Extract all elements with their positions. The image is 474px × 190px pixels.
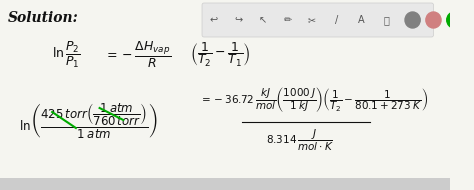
Text: ↩: ↩ [210,15,218,25]
Text: $\ln \dfrac{P_2}{P_1}$: $\ln \dfrac{P_2}{P_1}$ [52,40,81,70]
Text: $\ln \left( \dfrac{425\,torr\left(\dfrac{1\,atm}{760\,torr}\right)}{1\;atm} \rig: $\ln \left( \dfrac{425\,torr\left(\dfrac… [19,101,157,139]
Circle shape [447,12,462,28]
Text: $8.314\,\dfrac{J}{mol\cdot K}$: $8.314\,\dfrac{J}{mol\cdot K}$ [265,127,333,153]
Text: ✂: ✂ [308,15,316,25]
Circle shape [405,12,420,28]
Text: $= -36.72\,\dfrac{kJ}{mol}\left(\dfrac{1000\,J}{1\,kJ}\right)\left(\dfrac{1}{T_2: $= -36.72\,\dfrac{kJ}{mol}\left(\dfrac{1… [199,86,428,115]
FancyBboxPatch shape [202,3,433,37]
Circle shape [426,12,441,28]
Circle shape [468,12,474,28]
Text: ✏: ✏ [283,15,292,25]
Text: /: / [335,15,338,25]
Text: ↪: ↪ [234,15,242,25]
Bar [0,178,449,190]
Text: 🖼: 🖼 [383,15,389,25]
Text: $= -\dfrac{\Delta H_{vap}}{R}$: $= -\dfrac{\Delta H_{vap}}{R}$ [104,40,172,70]
Text: A: A [358,15,365,25]
Text: $\left( \dfrac{1}{T_2} - \dfrac{1}{T_1} \right)$: $\left( \dfrac{1}{T_2} - \dfrac{1}{T_1} … [190,41,250,69]
Text: ↖: ↖ [259,15,267,25]
Text: Solution:: Solution: [8,11,78,25]
